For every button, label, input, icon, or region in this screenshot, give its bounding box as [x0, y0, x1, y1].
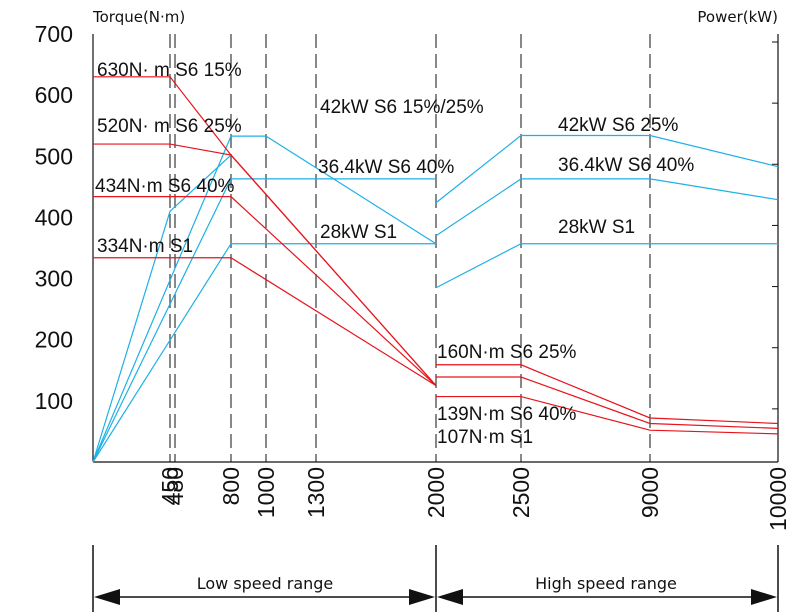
x-tick-label-1000: 1000	[253, 467, 279, 518]
x-tick-label-2500: 2500	[508, 467, 534, 518]
y-tick-label-700: 700	[35, 21, 73, 47]
x-tick-label-10000: 10000	[765, 467, 786, 531]
torque-series-line-6	[436, 395, 779, 435]
annotation-107nm: 107N·m S1	[437, 427, 533, 448]
low-range-arrow-left	[94, 589, 120, 605]
annotation-364kw-high: 36.4kW S6 40%	[558, 155, 694, 176]
annotation-334nm: 334N·m S1	[97, 236, 193, 257]
x-tick-label-800: 800	[218, 467, 244, 505]
x-tick-label-2000: 2000	[423, 467, 449, 518]
annotation-434nm: 434N·m S6 40%	[95, 176, 235, 197]
axes-layer	[92, 34, 779, 463]
y-tick-label-400: 400	[35, 204, 73, 230]
high-range-arrow-left	[437, 589, 463, 605]
x-tick-label-9000: 9000	[637, 467, 663, 518]
x-tick-label-480: 480	[162, 467, 188, 505]
y-tick-label-300: 300	[35, 266, 73, 292]
power-series-line-1	[92, 154, 232, 463]
torque-series-layer	[93, 76, 779, 435]
power-series-line-3	[92, 243, 436, 463]
high-range-arrow-right	[751, 589, 777, 605]
annotation-520nm: 520N· m S6 25%	[97, 116, 242, 137]
x-tick-label-450: 450	[157, 467, 183, 505]
annotation-42kw-high: 42kW S6 25%	[558, 115, 678, 136]
annotation-28kw-low: 28kW S1	[320, 222, 397, 243]
y-tick-label-500: 500	[35, 143, 73, 169]
high-speed-range-label: High speed range	[535, 574, 677, 593]
left-axis-title: Torque(N·m)	[92, 8, 185, 26]
low-speed-range-label: Low speed range	[197, 574, 334, 593]
y-tick-labels: 700 600 500 400 300 200 100	[35, 21, 778, 414]
y-tick-label-200: 200	[35, 327, 73, 353]
power-series-line-0	[92, 135, 437, 463]
power-series-line-5	[435, 178, 779, 237]
torque-series-line-1	[93, 143, 437, 386]
right-axis-title: Power(kW)	[697, 8, 778, 26]
annotation-42kw-low: 42kW S6 15%/25%	[320, 97, 484, 118]
power-series-line-6	[435, 243, 778, 289]
annotation-139nm: 139N·m S6 40%	[437, 404, 577, 425]
torque-series-line-4	[436, 364, 779, 425]
y-tick-label-100: 100	[35, 388, 73, 414]
annotation-364kw-low: 36.4kW S6 40%	[318, 157, 454, 178]
power-series-line-4	[435, 134, 779, 204]
low-range-arrow-right	[409, 589, 435, 605]
torque-series-line-3	[93, 257, 437, 387]
y-tick-label-600: 600	[35, 82, 73, 108]
annotation-630nm: 630N· m S6 15%	[97, 60, 242, 81]
grid-layer	[169, 34, 651, 462]
speed-range-indicator: Low speed range High speed range	[92, 545, 779, 612]
power-series-line-2	[92, 178, 436, 463]
torque-series-line-5	[436, 376, 779, 429]
annotation-160nm: 160N·m S6 25%	[437, 342, 577, 363]
x-tick-label-1300: 1300	[303, 467, 329, 518]
power-series-layer	[92, 134, 779, 463]
annotation-28kw-high: 28kW S1	[558, 217, 635, 238]
torque-series-line-2	[93, 196, 437, 387]
